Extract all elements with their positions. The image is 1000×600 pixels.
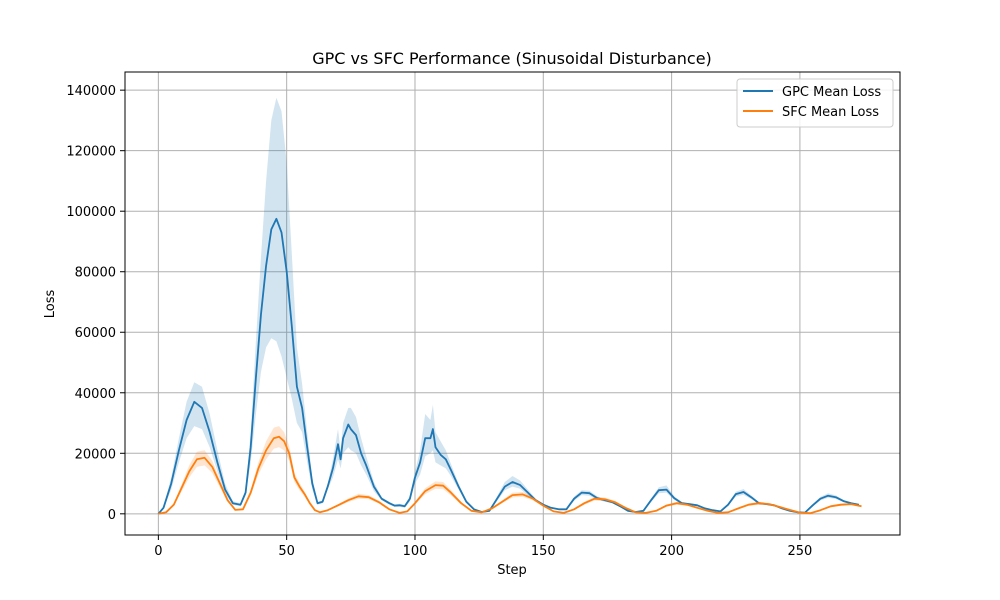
x-tick-label: 100 [403, 544, 428, 559]
legend-label-sfc: SFC Mean Loss [782, 105, 879, 120]
x-tick-label: 200 [659, 544, 684, 559]
y-tick-label: 80000 [75, 266, 116, 281]
y-tick-label: 100000 [66, 205, 116, 220]
x-axis-ticks: 0 50 100 150 200 250 [154, 535, 812, 559]
sfc-mean-line [158, 435, 862, 515]
x-tick-label: 250 [788, 544, 813, 559]
x-tick-label: 0 [154, 544, 162, 559]
y-axis-ticks: 0 20000 40000 60000 80000 100000 120000 140000 [66, 84, 125, 523]
y-tick-label: 40000 [75, 387, 116, 402]
y-tick-label: 120000 [66, 145, 116, 160]
y-tick-label: 20000 [75, 447, 116, 462]
y-tick-label: 140000 [66, 84, 116, 99]
x-axis-label: Step [497, 563, 527, 578]
gpc-mean-line [157, 217, 860, 515]
series-lines [157, 217, 862, 515]
chart-title: GPC vs SFC Performance (Sinusoidal Distu… [312, 49, 712, 68]
legend-box [736, 78, 894, 128]
y-axis-label: Loss [43, 290, 58, 319]
x-tick-label: 150 [531, 544, 556, 559]
legend-label-gpc: GPC Mean Loss [782, 85, 881, 100]
plot-frame [124, 71, 901, 536]
x-tick-label: 50 [278, 544, 295, 559]
legend: GPC Mean Loss SFC Mean Loss [736, 78, 894, 128]
y-tick-label: 60000 [75, 326, 116, 341]
y-tick-label: 0 [108, 508, 116, 523]
